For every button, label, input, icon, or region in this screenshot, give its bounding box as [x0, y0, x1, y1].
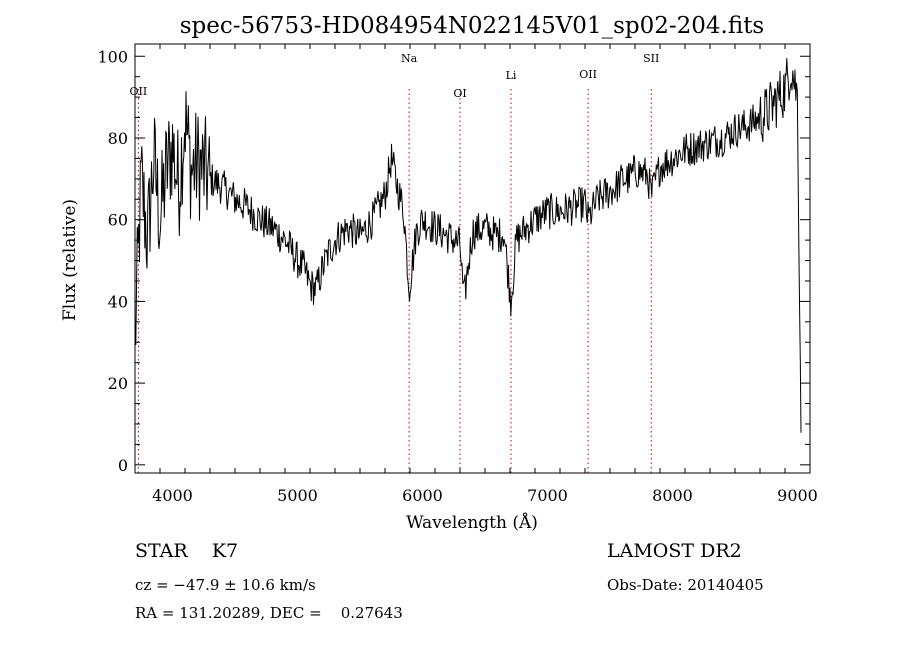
x-axis: 4000 5000 6000 7000 8000 9000 — [134, 44, 818, 505]
y-tick-label: 80 — [108, 129, 128, 148]
x-tick-label: 6000 — [402, 486, 443, 505]
x-tick-label: 9000 — [777, 486, 818, 505]
coordinates-label: RA = 131.20289, DEC = 0.27643 — [135, 604, 403, 622]
plot-frame — [134, 43, 811, 474]
x-tick-label: 7000 — [527, 486, 568, 505]
x-tick-label: 5000 — [277, 486, 318, 505]
flux-series-line — [134, 58, 802, 433]
line-label-4: OII — [579, 68, 597, 81]
x-tick-label: 4000 — [152, 486, 193, 505]
line-label-3: Li — [506, 69, 517, 82]
spectral-line-markers: OII Na OI Li OII SII — [130, 52, 659, 473]
y-tick-label: 20 — [108, 374, 128, 393]
x-axis-label: Wavelength (Å) — [406, 512, 538, 533]
object-class-label: STAR K7 — [135, 540, 239, 562]
y-tick-label: 0 — [118, 456, 128, 475]
y-tick-label: 100 — [97, 47, 128, 66]
y-axis: 0 20 40 60 80 100 — [97, 47, 810, 475]
survey-label: LAMOST DR2 — [607, 540, 742, 562]
redshift-label: cz = −47.9 ± 10.6 km/s — [135, 576, 316, 594]
axes-frame — [134, 43, 811, 474]
line-label-2: OI — [453, 87, 466, 100]
y-axis-label: Flux (relative) — [60, 199, 80, 321]
y-tick-label: 60 — [108, 211, 128, 230]
line-label-5: SII — [643, 52, 659, 65]
x-tick-label: 8000 — [652, 486, 693, 505]
obs-date-label: Obs-Date: 20140405 — [607, 576, 764, 594]
y-tick-label: 40 — [108, 292, 128, 311]
line-label-1: Na — [401, 52, 418, 65]
spectrum-trace — [134, 58, 802, 433]
line-label-0: OII — [130, 85, 148, 98]
chart-title: spec-56753-HD084954N022145V01_sp02-204.f… — [180, 13, 765, 39]
